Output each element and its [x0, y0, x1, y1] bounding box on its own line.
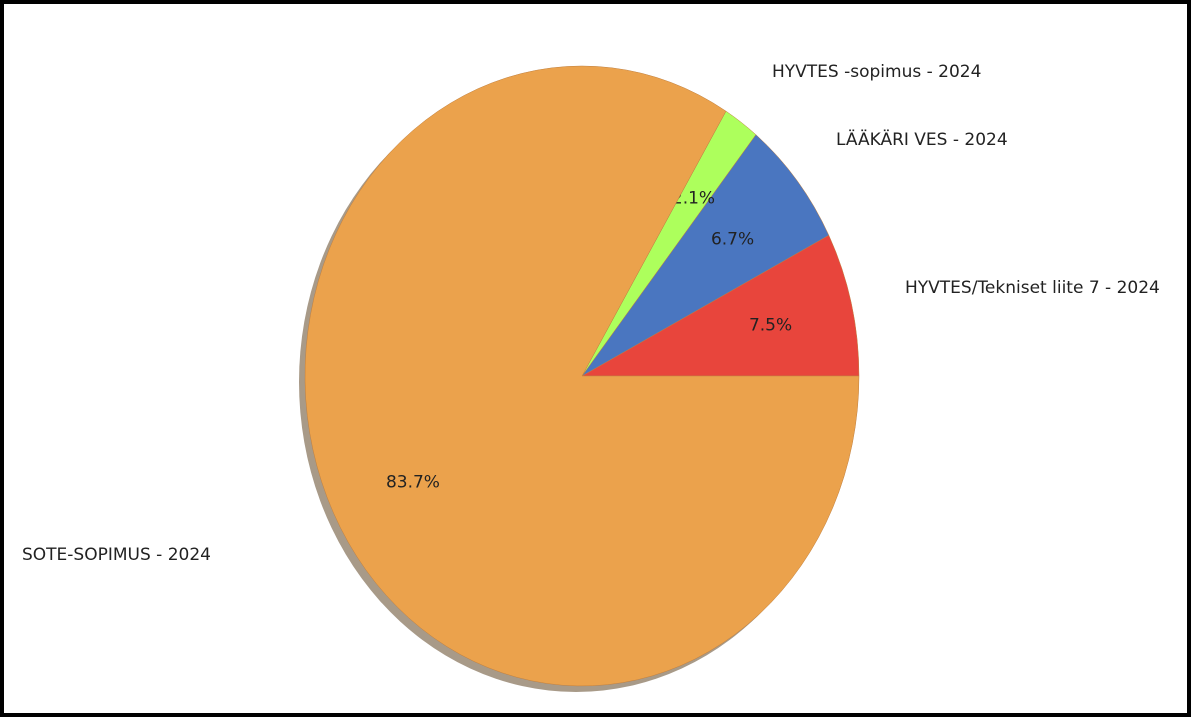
slice-category-label: HYVTES/Tekniset liite 7 - 2024: [905, 278, 1160, 298]
slice-category-label: SOTE-SOPIMUS - 2024: [22, 545, 211, 565]
pie-slice: [581, 134, 830, 377]
slice-value-label: 7.5%: [749, 315, 792, 335]
slice-value-label: 2.1%: [672, 188, 715, 208]
slice-category-label: HYVTES -sopimus - 2024: [772, 62, 981, 82]
pie-slice: [304, 65, 860, 687]
slice-value-label: 6.7%: [711, 229, 754, 249]
slice-value-label: 83.7%: [386, 472, 440, 492]
pie-slice: [581, 234, 860, 377]
slice-category-label: LÄÄKÄRI VES - 2024: [836, 129, 1008, 150]
